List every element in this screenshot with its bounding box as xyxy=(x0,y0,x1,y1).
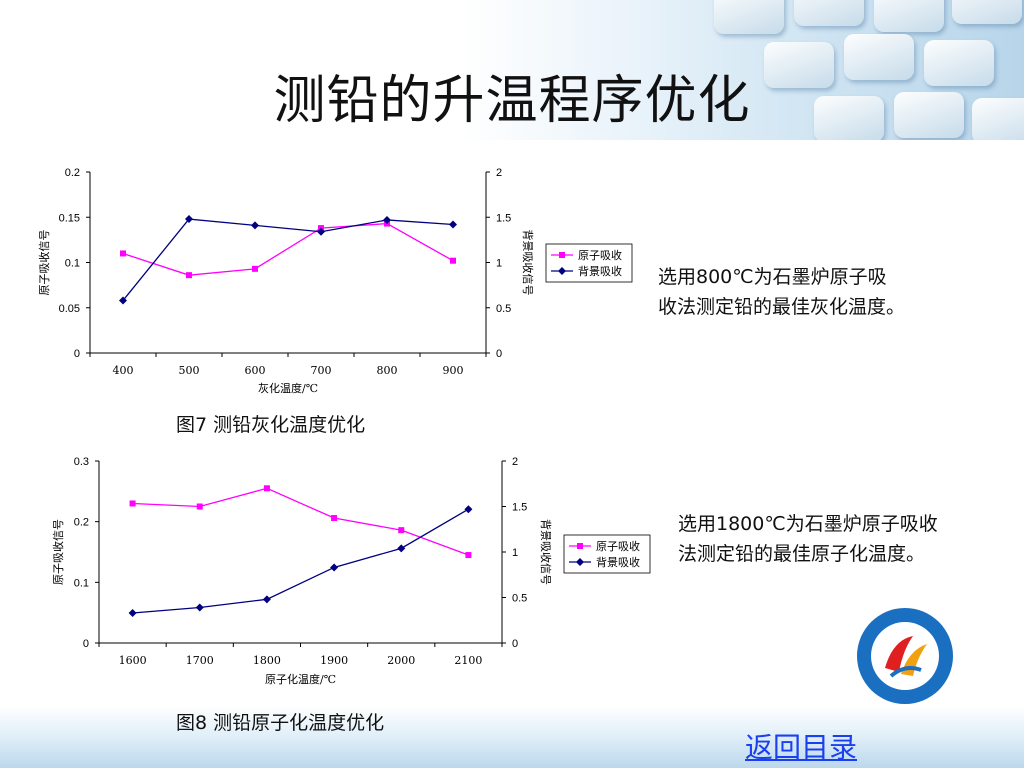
chart2-x-tick-label: 1900 xyxy=(320,654,348,667)
chart2-y2-tick-label: 1.5 xyxy=(512,502,527,514)
chart1-series-1-line xyxy=(122,222,454,276)
chart2-description-line1: 选用1800℃为石墨炉原子吸收 xyxy=(678,513,938,535)
back-to-contents-link[interactable]: 返回目录 xyxy=(745,731,858,764)
chart1-description-line1: 选用800℃为石墨炉原子吸 xyxy=(658,266,887,288)
chart2-series-2-point xyxy=(330,563,339,572)
chart1-series-2-point xyxy=(185,215,193,224)
chart1-y-tick-label: 0.2 xyxy=(65,167,80,179)
chart2-series-1-point xyxy=(331,515,338,522)
chart2-description: 选用1800℃为石墨炉原子吸收 法测定铅的最佳原子化温度。 xyxy=(678,509,938,569)
chart1-series-1-point xyxy=(186,272,192,279)
chart2-x-axis-title: 原子化温度/℃ xyxy=(265,672,336,686)
chart1-y-tick-label: 0.1 xyxy=(65,258,80,270)
chart2-series-2-line xyxy=(132,508,469,614)
chart2-series-2-point xyxy=(128,608,137,617)
chart1-y2-tick-label: 1.5 xyxy=(496,212,511,224)
chart2-series-1-point xyxy=(196,503,203,510)
chart2-y2-tick-label: 2 xyxy=(512,456,518,468)
chart2-legend-marker xyxy=(577,543,583,549)
chart2-legend-box xyxy=(563,534,651,574)
chart1-series-2-point xyxy=(119,296,127,305)
chart1-description-line2: 收法测定铅的最佳灰化温度。 xyxy=(658,296,906,318)
chart1-y-tick-label: 0.05 xyxy=(59,303,80,315)
chart1-series-1-point xyxy=(450,257,456,264)
chart1-series-1-point xyxy=(252,265,258,272)
chart1-legend-marker xyxy=(559,252,565,258)
chart1-x-tick-label: 600 xyxy=(245,364,266,377)
chart1-description: 选用800℃为石墨炉原子吸 收法测定铅的最佳灰化温度。 xyxy=(658,262,905,322)
chart2-description-line2: 法测定铅的最佳原子化温度。 xyxy=(678,543,926,565)
chart1-caption: 图7 测铅灰化温度优化 xyxy=(176,414,366,436)
chart2-x-tick-label: 2100 xyxy=(454,654,482,667)
chart2-x-tick-label: 1600 xyxy=(119,654,147,667)
chart2-y2-tick-label: 0 xyxy=(512,638,518,650)
chart1-y2-tick-label: 2 xyxy=(496,167,502,179)
chart2-caption: 图8 测铅原子化温度优化 xyxy=(176,712,385,734)
chart1-x-tick-label: 900 xyxy=(443,364,464,377)
chart1-legend-label: 背景吸收 xyxy=(578,264,622,278)
chart1-y2-tick-label: 0.5 xyxy=(496,303,511,315)
footer-background xyxy=(0,706,1024,768)
chart1-legend-label: 原子吸收 xyxy=(578,248,622,262)
chart2-y-tick-label: 0.3 xyxy=(74,456,89,468)
chart1-y-tick-label: 0.15 xyxy=(59,212,80,224)
chart2-y-tick-label: 0 xyxy=(83,638,89,650)
chart2-series-2-point xyxy=(195,603,204,612)
chart2-series-1-line xyxy=(132,487,469,556)
chart2-series-2-point xyxy=(397,544,406,553)
chart1-legend-box xyxy=(545,243,633,283)
chart1-series-2-point xyxy=(383,215,391,224)
chart1-series-2-point xyxy=(251,221,259,230)
chart2-y-tick-label: 0.1 xyxy=(74,577,89,589)
chart2-series-1-point xyxy=(398,527,405,534)
chart1-x-tick-label: 800 xyxy=(377,364,398,377)
chart1-x-axis-title: 灰化温度/℃ xyxy=(258,381,318,395)
chart2-legend-label: 背景吸收 xyxy=(596,555,640,569)
chart1-y-tick-label: 0 xyxy=(74,348,80,360)
chart2-y-axis-title: 原子吸收信号 xyxy=(51,519,65,585)
chart1-y2-tick-label: 0 xyxy=(496,348,502,360)
chart1-series-2-point xyxy=(317,227,325,236)
chart1-x-tick-label: 700 xyxy=(311,364,332,377)
chart1-y2-tick-label: 1 xyxy=(496,258,502,270)
chart2-legend-label: 原子吸收 xyxy=(596,539,640,553)
school-logo-icon xyxy=(857,608,953,704)
chart2-series-2-point xyxy=(262,595,271,604)
chart2-y2-axis-title: 背景吸收信号 xyxy=(539,519,553,585)
chart2-series-1-point xyxy=(129,500,136,507)
chart2-y2-tick-label: 1 xyxy=(512,547,518,559)
chart1-legend-marker xyxy=(558,267,566,275)
chart2-x-tick-label: 1700 xyxy=(186,654,214,667)
chart2-legend-marker xyxy=(576,558,584,566)
chart1-y-axis-title: 原子吸收信号 xyxy=(37,230,51,296)
chart1-series-2-line xyxy=(122,218,454,301)
chart1-y2-axis-title: 背景吸收信号 xyxy=(521,230,535,296)
chart2-series-1-point xyxy=(465,552,472,559)
chart2-series-2-point xyxy=(464,505,473,514)
chart2-x-tick-label: 1800 xyxy=(253,654,281,667)
chart1-series-2-point xyxy=(449,220,457,229)
keyboard-decoration xyxy=(694,0,1024,140)
chart2-y-tick-label: 0.2 xyxy=(74,517,89,529)
slide-title: 测铅的升温程序优化 xyxy=(273,71,751,131)
chart2-x-tick-label: 2000 xyxy=(387,654,415,667)
chart1-x-tick-label: 400 xyxy=(113,364,134,377)
chart2-series-1-point xyxy=(263,485,270,492)
chart2-y2-tick-label: 0.5 xyxy=(512,593,527,605)
chart1-series-1-point xyxy=(120,250,126,257)
chart1-x-tick-label: 500 xyxy=(179,364,200,377)
